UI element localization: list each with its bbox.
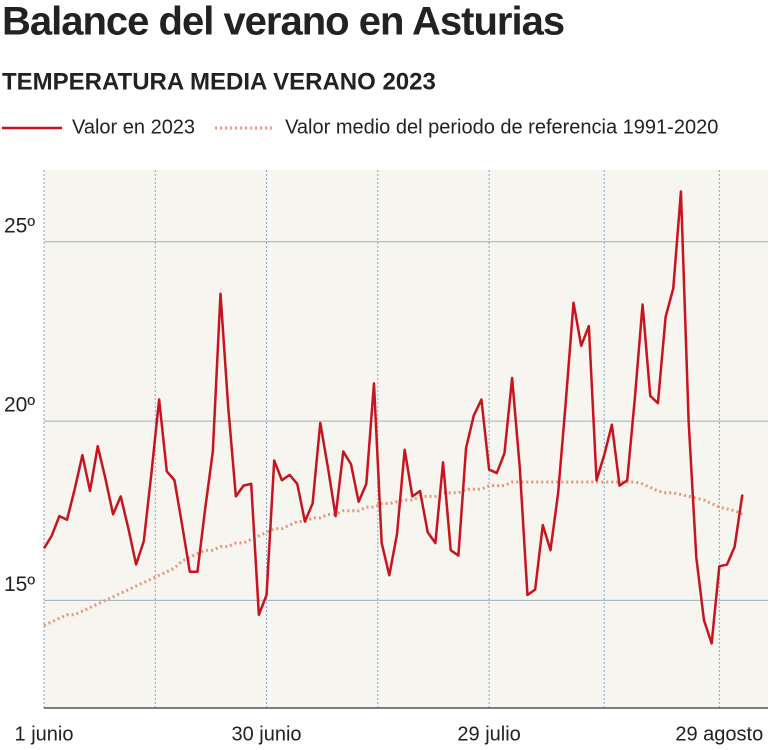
chart-title: Balance del verano en Asturias bbox=[2, 0, 564, 44]
x-tick-label: 29 agosto bbox=[675, 723, 763, 745]
legend-label: Valor medio del periodo de referencia 19… bbox=[285, 116, 718, 138]
plot-background bbox=[44, 170, 768, 708]
y-tick-label: 15º bbox=[4, 573, 35, 596]
y-tick-label: 25º bbox=[4, 214, 35, 237]
x-tick-label: 30 junio bbox=[232, 723, 302, 745]
chart-subtitle: TEMPERATURA MEDIA VERANO 2023 bbox=[2, 68, 436, 95]
y-tick-label: 20º bbox=[4, 394, 35, 417]
x-tick-label: 29 julio bbox=[457, 723, 520, 745]
legend-label: Valor en 2023 bbox=[72, 116, 195, 138]
series-line bbox=[42, 190, 744, 645]
x-tick-label: 1 junio bbox=[15, 723, 74, 745]
